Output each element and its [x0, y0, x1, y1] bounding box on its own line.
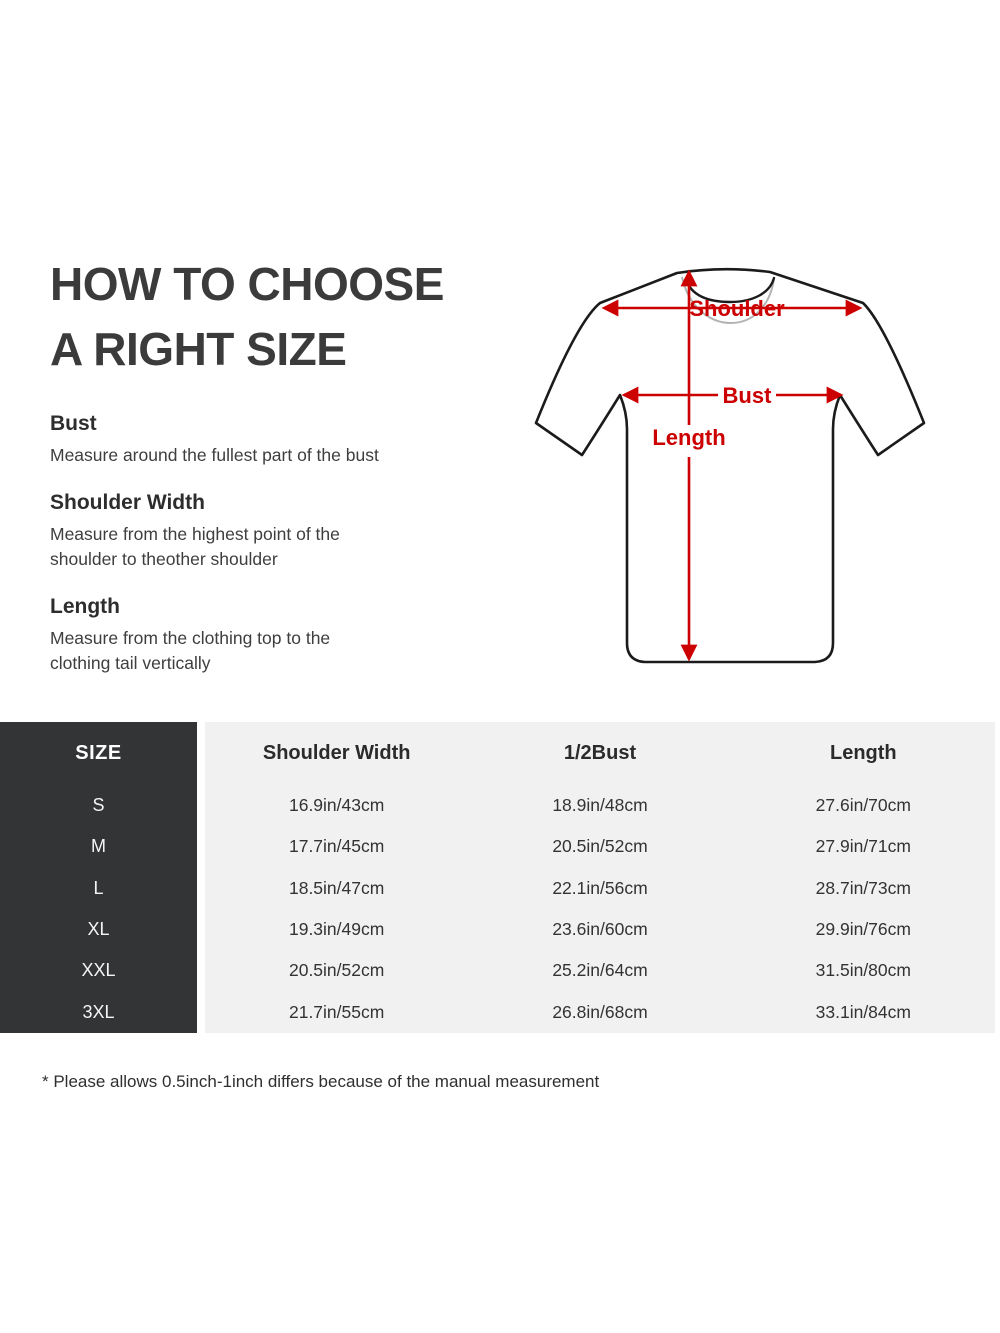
- instruction-length-heading: Length: [50, 595, 120, 618]
- tshirt-outline: [534, 267, 926, 664]
- instruction-shoulder-text: Measure from the highest point of the sh…: [50, 524, 340, 569]
- cell-xl-bust: 23.6in/60cm: [552, 919, 648, 940]
- size-label-m: M: [91, 836, 106, 857]
- length-arrow-label: Length: [652, 425, 725, 450]
- measurement-disclaimer: * Please allows 0.5inch-1inch differs be…: [42, 1072, 600, 1091]
- instruction-bust-text: Measure around the fullest part of the b…: [50, 445, 379, 465]
- table-row-xl: 19.3in/49cm 23.6in/60cm 29.9in/76cm: [205, 909, 995, 950]
- cell-xxl-length: 31.5in/80cm: [815, 960, 911, 981]
- cell-l-length: 28.7in/73cm: [815, 877, 911, 898]
- size-label-xxl: XXL: [81, 960, 116, 981]
- size-table-size-column: SIZE S M L XL XXL 3XL: [0, 722, 197, 1033]
- cell-s-bust: 18.9in/48cm: [552, 795, 648, 816]
- header-shoulder-width: Shoulder Width: [262, 742, 411, 764]
- cell-3xl-bust: 26.8in/68cm: [552, 1001, 648, 1022]
- instruction-shoulder-heading: Shoulder Width: [50, 491, 205, 514]
- cell-l-bust: 22.1in/56cm: [552, 877, 648, 898]
- table-row-s: 16.9in/43cm 18.9in/48cm 27.6in/70cm: [205, 785, 995, 826]
- cell-l-shoulder: 18.5in/47cm: [288, 877, 385, 898]
- header-half-bust: 1/2Bust: [563, 742, 637, 764]
- measuring-instructions: Bust Measure around the fullest part of …: [50, 412, 460, 699]
- size-label-3xl: 3XL: [82, 1001, 115, 1022]
- size-table-header-row: Shoulder Width 1/2Bust Length: [205, 722, 995, 785]
- table-row-xxl: 20.5in/52cm 25.2in/64cm 31.5in/80cm: [205, 950, 995, 991]
- cell-s-shoulder: 16.9in/43cm: [288, 795, 385, 816]
- cell-3xl-length: 33.1in/84cm: [815, 1001, 911, 1022]
- table-row-m: 17.7in/45cm 20.5in/52cm 27.9in/71cm: [205, 826, 995, 867]
- page-title-line1: HOW TO CHOOSE: [50, 258, 444, 310]
- tshirt-diagram: Shoulder Bust Length: [520, 253, 960, 683]
- instruction-shoulder-width: Shoulder Width Measure from the highest …: [50, 491, 460, 572]
- bust-arrow-label: Bust: [723, 383, 773, 408]
- cell-s-length: 27.6in/70cm: [815, 795, 911, 816]
- cell-m-bust: 20.5in/52cm: [552, 836, 648, 857]
- instruction-bust: Bust Measure around the fullest part of …: [50, 412, 460, 468]
- size-column-header: SIZE: [75, 742, 122, 764]
- cell-3xl-shoulder: 21.7in/55cm: [288, 1001, 385, 1022]
- tshirt-diagram-svg: Shoulder Bust Length: [534, 267, 926, 664]
- size-label-xl: XL: [87, 919, 110, 940]
- size-table-data: Shoulder Width 1/2Bust Length 16.9in/43c…: [205, 722, 995, 1033]
- shoulder-arrow-label: Shoulder: [689, 296, 785, 321]
- cell-xl-length: 29.9in/76cm: [815, 919, 911, 940]
- cell-xxl-bust: 25.2in/64cm: [552, 960, 648, 981]
- cell-xxl-shoulder: 20.5in/52cm: [288, 960, 385, 981]
- size-label-s: S: [92, 795, 105, 816]
- table-row-3xl: 21.7in/55cm 26.8in/68cm 33.1in/84cm: [205, 992, 995, 1033]
- page-title: HOW TO CHOOSE A RIGHT SIZE: [50, 252, 444, 382]
- collar-shadow: [681, 276, 775, 325]
- instruction-length-text: Measure from the clothing top to the clo…: [50, 628, 331, 673]
- size-label-l: L: [93, 877, 104, 898]
- header-length: Length: [829, 742, 897, 764]
- table-row-l: 18.5in/47cm 22.1in/56cm 28.7in/73cm: [205, 868, 995, 909]
- cell-m-shoulder: 17.7in/45cm: [288, 836, 385, 857]
- cell-xl-shoulder: 19.3in/49cm: [288, 919, 385, 940]
- cell-m-length: 27.9in/71cm: [815, 836, 911, 857]
- instruction-length: Length Measure from the clothing top to …: [50, 595, 460, 676]
- page-title-line2: A RIGHT SIZE: [50, 323, 347, 375]
- instruction-bust-heading: Bust: [50, 412, 97, 435]
